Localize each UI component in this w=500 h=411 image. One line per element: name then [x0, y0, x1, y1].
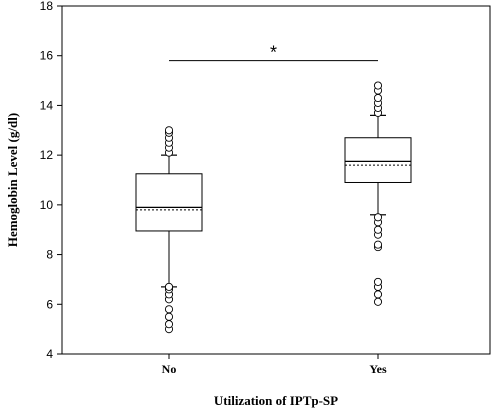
- outlier-yes-7: [373, 225, 383, 234]
- outlier-yes-3: [373, 277, 383, 286]
- y-tick-label-18: 18: [40, 0, 54, 13]
- y-tick-label-16: 16: [40, 49, 54, 63]
- outlier-yes-9: [373, 213, 383, 222]
- plot-area: [61, 5, 491, 355]
- y-axis-title: Hemoglobin Level (g/dl): [5, 113, 20, 247]
- outlier-yes-15: [373, 81, 383, 90]
- y-tick-label-8: 8: [46, 248, 53, 262]
- outlier-no-1: [164, 320, 174, 329]
- y-axis: 4 6 8 10 12 14 16 18: [40, 0, 62, 361]
- x-axis: No Yes: [162, 354, 387, 376]
- y-tick-label-14: 14: [40, 98, 54, 112]
- y-tick-label-4: 4: [46, 347, 53, 361]
- y-tick-label-12: 12: [40, 148, 54, 162]
- y-tick-label-6: 6: [46, 297, 53, 311]
- x-tick-label-no: No: [162, 362, 177, 376]
- x-axis-title: Utilization of IPTp-SP: [214, 393, 338, 408]
- significance-label: *: [270, 43, 277, 63]
- iqr-box-yes: [344, 137, 412, 183]
- outlier-yes-0: [373, 297, 383, 306]
- outlier-yes-13: [373, 93, 383, 103]
- outlier-yes-5: [373, 240, 383, 249]
- outlier-no-2: [164, 312, 174, 321]
- box-no: [135, 126, 203, 334]
- outlier-yes-1: [373, 290, 383, 299]
- significance-bracket: *: [169, 43, 378, 63]
- box-yes: [344, 81, 412, 306]
- boxes: [135, 81, 412, 334]
- outlier-no-13: [164, 126, 174, 135]
- iqr-box-no: [135, 173, 203, 232]
- outlier-no-3: [164, 305, 174, 314]
- y-tick-label-10: 10: [40, 198, 54, 212]
- outlier-no-7: [164, 282, 174, 291]
- x-tick-label-yes: Yes: [369, 362, 387, 376]
